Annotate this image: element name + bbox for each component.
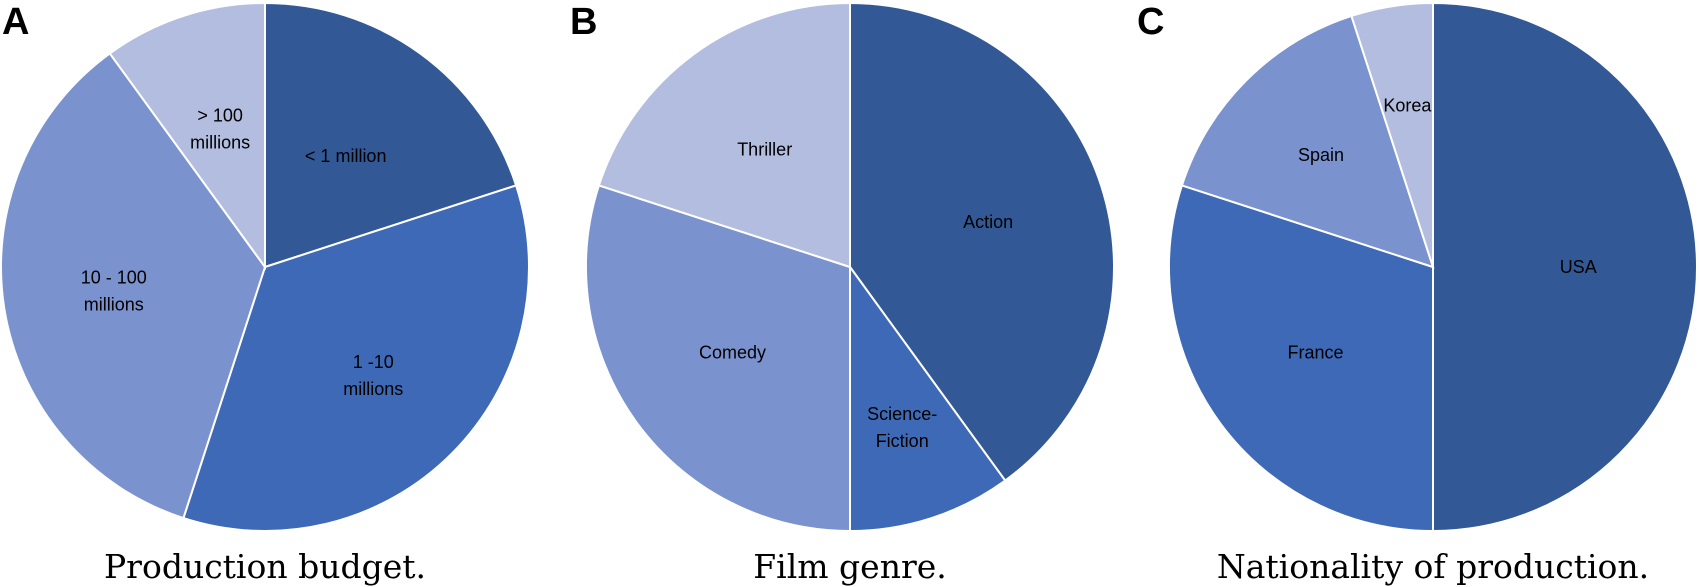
slice-label: > 100 millions <box>190 105 250 152</box>
pie-slice <box>1350 1 1434 268</box>
pie-c-slices <box>1168 1 1698 533</box>
pie-slice <box>1180 14 1435 269</box>
pie-slice <box>849 263 1007 533</box>
slice-label: Action <box>963 212 1013 232</box>
caption-a: Production budget. <box>104 547 426 586</box>
slice-label: 1 -10 millions <box>343 352 403 399</box>
pie-panel-c: C USA France Spain Korea Nationality of pro… <box>1137 1 1698 586</box>
slice-label: 10 - 100 millions <box>81 268 147 315</box>
pie-slice <box>585 184 851 533</box>
pie-slice <box>0 52 267 520</box>
pie-slice <box>597 1 851 269</box>
caption-c: Nationality of production. <box>1217 547 1649 586</box>
pie-a-slices <box>0 1 530 532</box>
pie-b-slices <box>585 1 1115 533</box>
panel-letter-b: B <box>570 1 597 43</box>
pie-slice <box>108 1 266 271</box>
slice-label: Korea <box>1383 95 1432 115</box>
pie-c-labels: USA France Spain Korea <box>1287 95 1596 362</box>
slice-label: Comedy <box>699 342 766 362</box>
slice-label: < 1 million <box>305 146 387 166</box>
panel-letter-c: C <box>1137 1 1164 43</box>
slice-label: Spain <box>1298 145 1344 165</box>
pie-slice <box>849 1 1115 482</box>
pie-slice <box>182 184 530 532</box>
caption-b: Film genre. <box>753 547 947 586</box>
pie-b-labels: Action Science-Fiction Comedy Thriller <box>699 140 1013 452</box>
pie-panel-b: B Action Science-Fiction Comedy Thriller Fi… <box>570 1 1115 586</box>
panel-letter-a: A <box>2 1 29 43</box>
pie-a-labels: < 1 million 1 -10 millions 10 - 100 millions… <box>81 105 404 398</box>
slice-label: Science-Fiction <box>867 404 937 451</box>
pie-slice <box>1168 184 1434 533</box>
slice-label: USA <box>1560 257 1597 277</box>
pie-slice <box>1432 1 1698 533</box>
slice-label: France <box>1287 342 1343 362</box>
pie-panel-a: A < 1 million 1 -10 millions 10 - 100 millio… <box>0 1 530 586</box>
slice-label: Thriller <box>737 140 792 160</box>
pie-slice <box>264 1 518 269</box>
